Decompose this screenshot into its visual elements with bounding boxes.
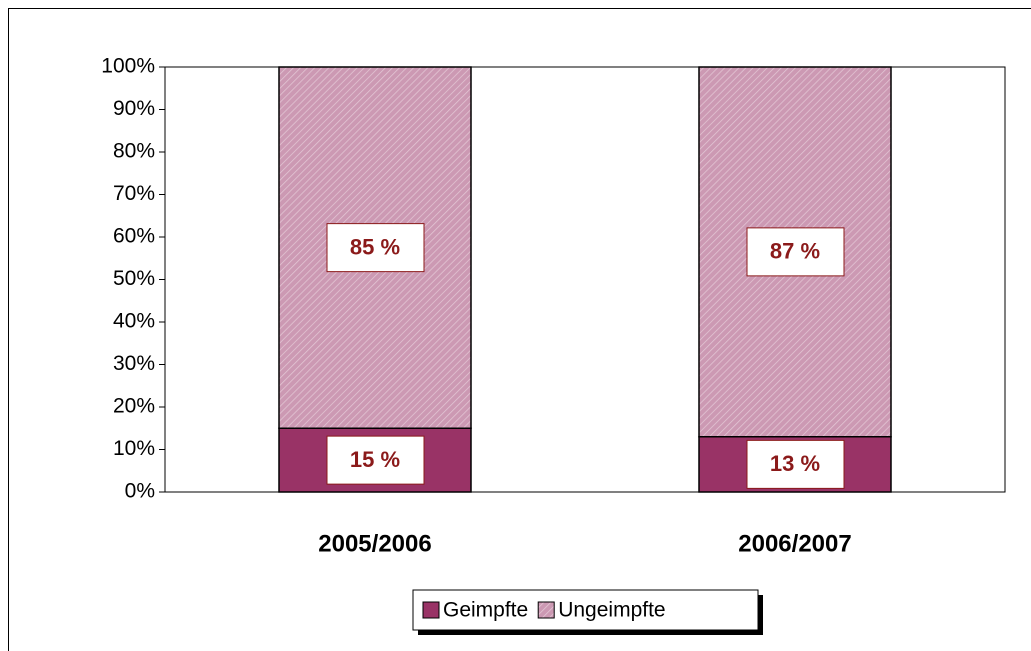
legend-label: Geimpfte — [443, 599, 528, 622]
legend-swatch — [422, 601, 440, 619]
y-tick-label: 20% — [113, 395, 155, 418]
value-label-box — [326, 435, 425, 485]
y-tick-label: 0% — [125, 480, 155, 503]
value-label: 87 % — [770, 239, 820, 264]
value-label: 85 % — [350, 234, 400, 259]
y-tick-label: 100% — [101, 55, 155, 78]
legend-label: Ungeimpfte — [558, 599, 665, 622]
y-tick-label: 60% — [113, 225, 155, 248]
value-label-box — [746, 227, 845, 277]
x-tick-label: 2005/2006 — [318, 530, 431, 557]
y-tick-label: 80% — [113, 140, 155, 163]
value-label: 13 % — [770, 451, 820, 476]
x-tick-label: 2006/2007 — [738, 530, 851, 557]
legend-swatch — [537, 601, 555, 619]
value-label-box — [326, 223, 425, 273]
legend — [412, 589, 759, 631]
y-tick-label: 40% — [113, 310, 155, 333]
value-label-box — [746, 439, 845, 489]
y-tick-label: 90% — [113, 97, 155, 120]
y-tick-label: 70% — [113, 182, 155, 205]
y-tick-label: 50% — [113, 267, 155, 290]
y-tick-label: 10% — [113, 437, 155, 460]
value-label: 15 % — [350, 447, 400, 472]
y-tick-label: 30% — [113, 352, 155, 375]
